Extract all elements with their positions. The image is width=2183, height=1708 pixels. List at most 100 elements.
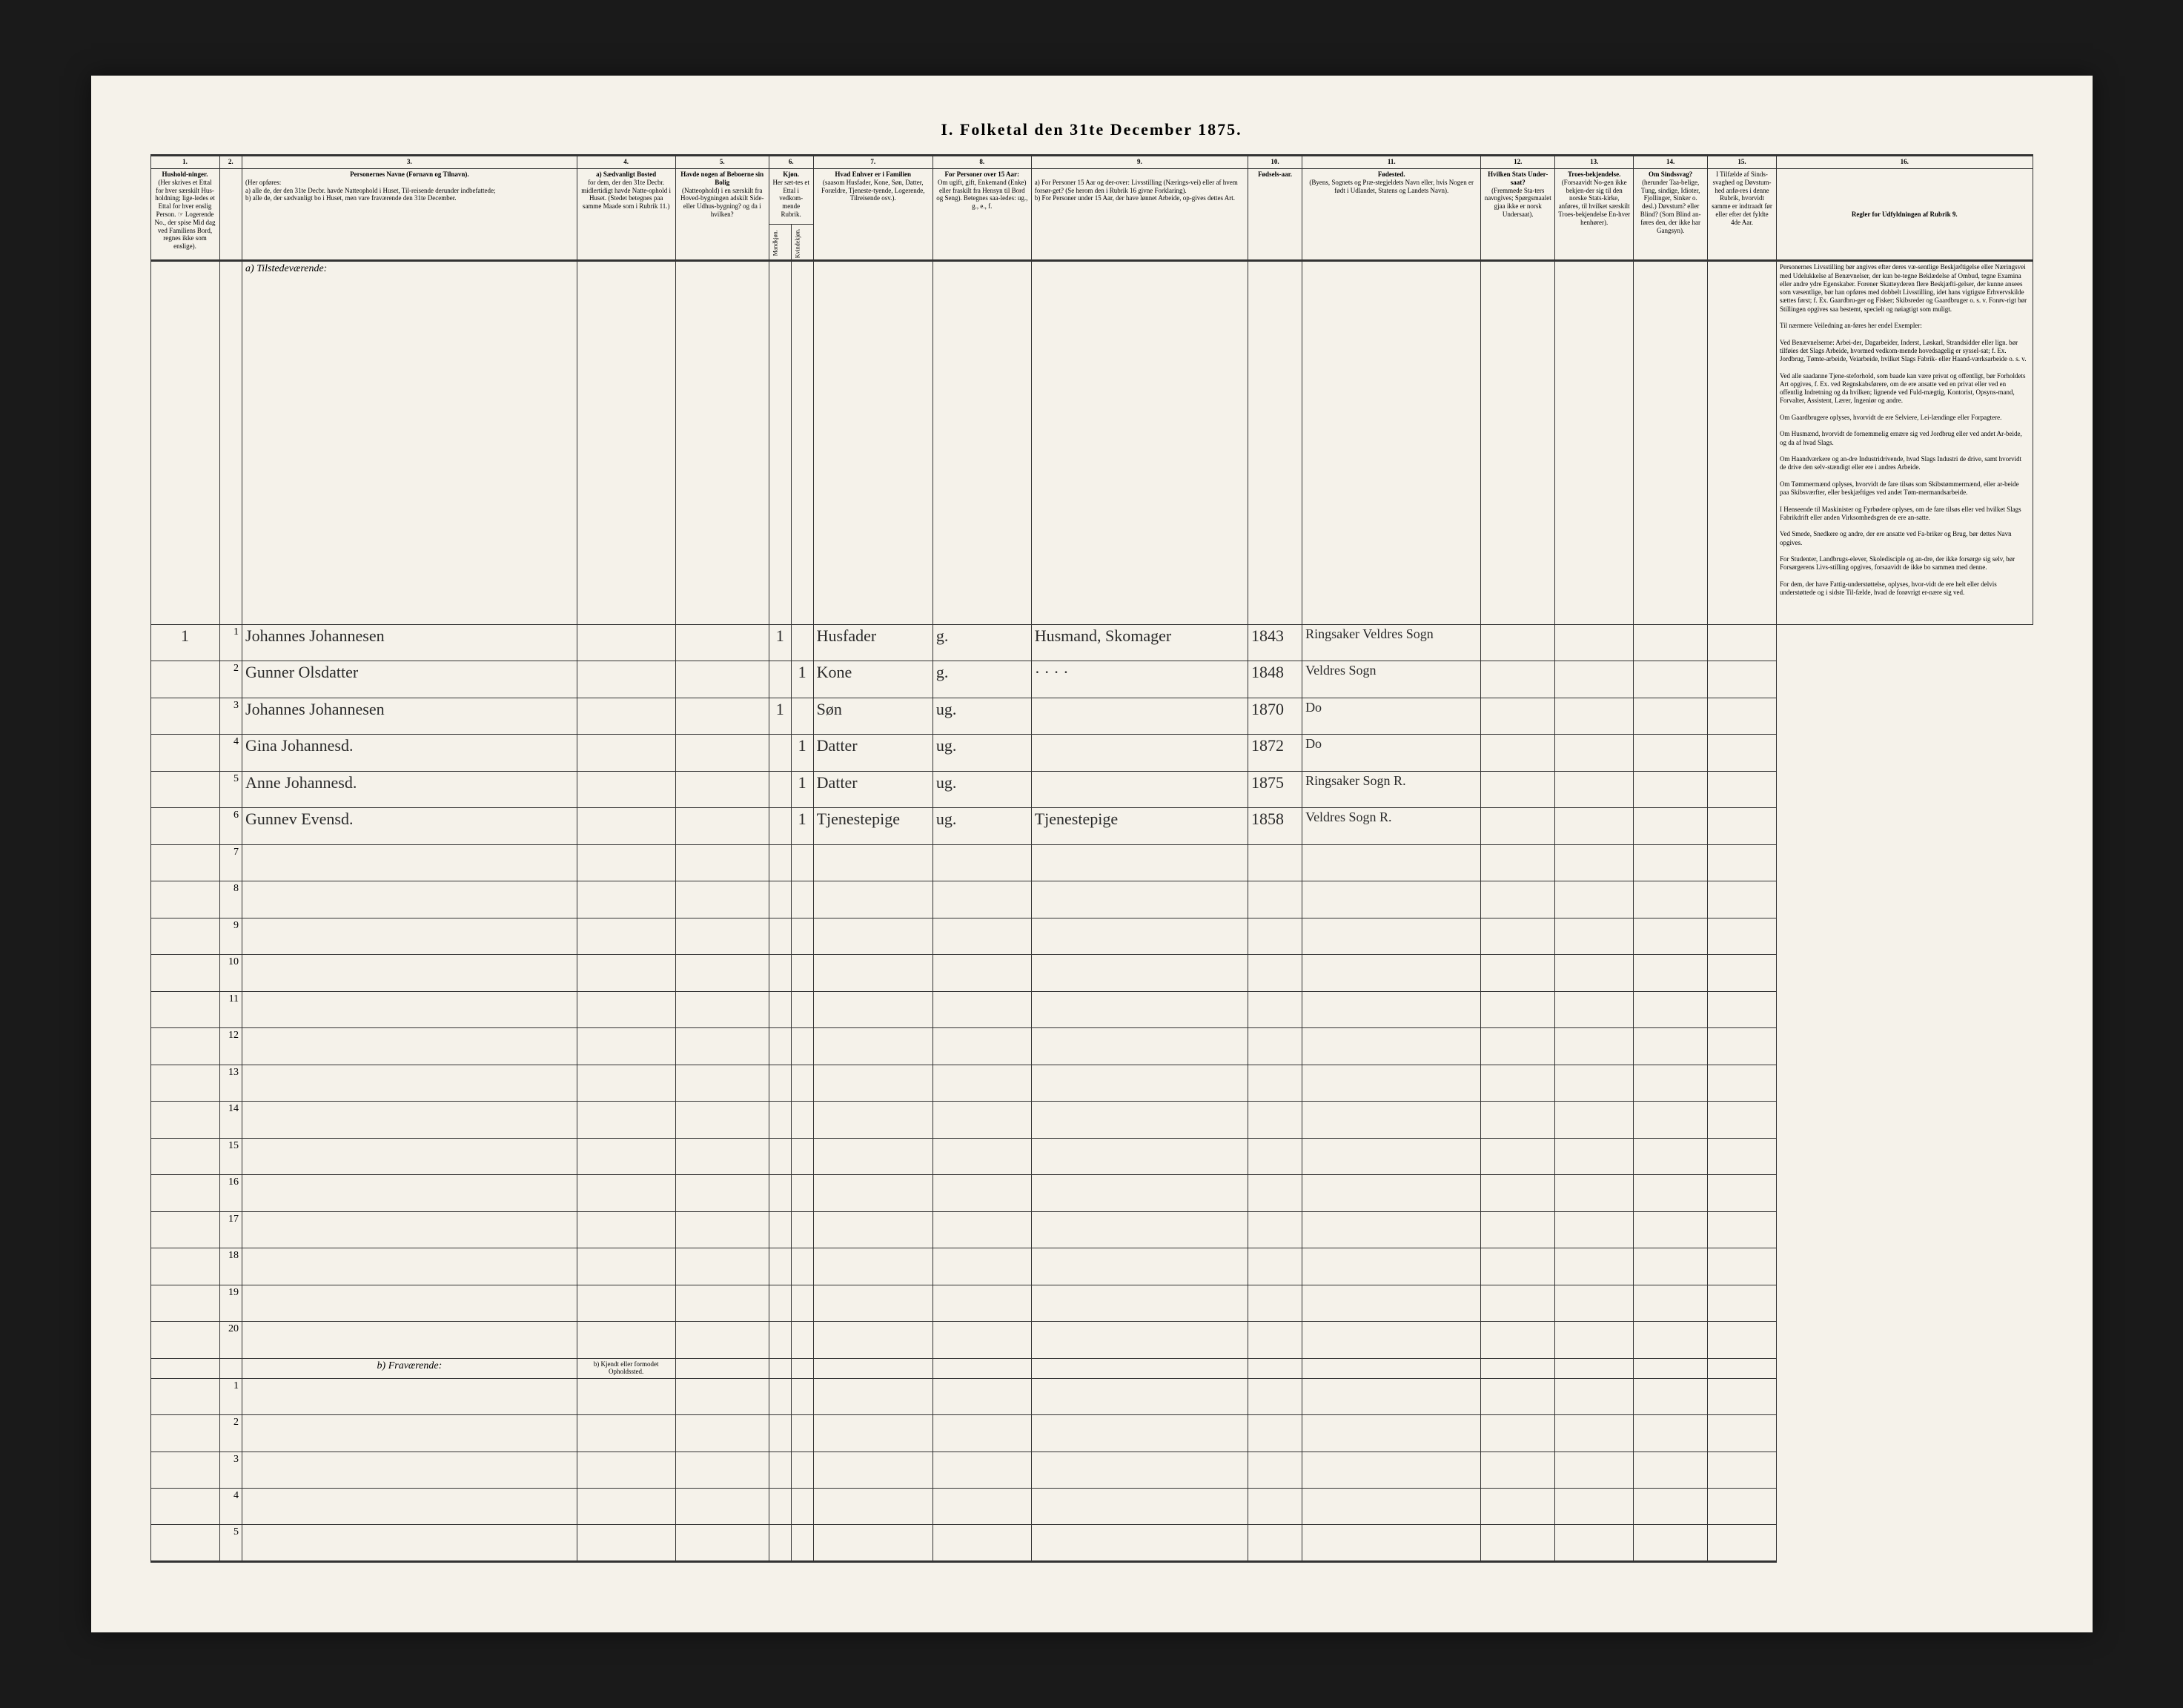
empty-cell [242, 1138, 577, 1174]
table-row: 16 [150, 1175, 2033, 1211]
header-14-label: Om Sindssvag? [1649, 171, 1692, 178]
empty-cell [1248, 1322, 1302, 1359]
empty-cell [1555, 1175, 1634, 1211]
table-row: 5 [150, 1525, 2033, 1562]
empty-cell [675, 1138, 769, 1174]
table-row: 7 [150, 844, 2033, 881]
empty-cell [813, 1065, 933, 1101]
empty-cell [577, 1452, 675, 1488]
cell-birthplace: Do [1302, 735, 1481, 771]
empty-cell [242, 1322, 577, 1359]
table-row: 3 [150, 1452, 2033, 1488]
empty-cell [1555, 1248, 1634, 1285]
cell-c15 [1707, 661, 1776, 698]
empty-cell [813, 1488, 933, 1524]
header-1: Hushold-ninger. (Her skrives et Ettal fo… [150, 169, 219, 261]
empty-cell [1248, 1028, 1302, 1065]
empty-cell [791, 1102, 813, 1138]
header-10-label: Fødsels-aar. [1258, 171, 1292, 178]
header-15-label: I Tilfælde af Sinds-svaghed og Døvstum-h… [1712, 171, 1772, 226]
empty-cell [675, 1102, 769, 1138]
cell-rownum: 19 [219, 1285, 242, 1321]
empty-cell [769, 1488, 791, 1524]
header-3-sub: (Her opføres: a) alle de, der den 31te D… [245, 179, 574, 202]
cell-rownum: 15 [219, 1138, 242, 1174]
cell-year: 1875 [1248, 771, 1302, 807]
cell-name: Gunnev Evensd. [242, 808, 577, 844]
empty-cell [791, 1415, 813, 1452]
header-4-label: a) Sædvanligt Bosted [596, 171, 656, 178]
empty-cell [1481, 1102, 1555, 1138]
empty-cell [242, 1488, 577, 1524]
empty-cell [1555, 1415, 1634, 1452]
cell-birthplace: Do [1302, 698, 1481, 734]
header-14-sub: (herunder Taa-belige, Tung, sindige, Idi… [1640, 179, 1701, 234]
empty-cell [791, 955, 813, 991]
empty-cell [813, 1525, 933, 1562]
empty-cell [933, 1285, 1031, 1321]
cell-birthplace: Ringsaker Veldres Sogn [1302, 624, 1481, 661]
empty-cell [577, 1285, 675, 1321]
header-2 [219, 169, 242, 261]
empty-cell [769, 1138, 791, 1174]
empty-cell [813, 1378, 933, 1414]
header-5-label: Havde nogen af Beboerne sin Bolig [680, 171, 763, 186]
empty-cell [1031, 991, 1248, 1027]
cell-household [150, 735, 219, 771]
cell-c12 [1481, 771, 1555, 807]
cell-c12 [1481, 808, 1555, 844]
empty-cell [1634, 1138, 1708, 1174]
header-10: Fødsels-aar. [1248, 169, 1302, 261]
empty-cell [1248, 1525, 1302, 1562]
empty-cell [1555, 1028, 1634, 1065]
empty-cell [1707, 1175, 1776, 1211]
header-5-sub: (Natteophold) i en særskilt fra Hoved-by… [680, 187, 763, 218]
empty-cell [791, 1211, 813, 1248]
cell-name: Anne Johannesd. [242, 771, 577, 807]
empty-cell [1248, 1285, 1302, 1321]
empty-cell [1634, 918, 1708, 954]
cell-civil: g. [933, 661, 1031, 698]
empty-cell [1707, 1211, 1776, 1248]
empty-cell [1481, 1175, 1555, 1211]
cell-c15 [1707, 698, 1776, 734]
cell-rownum: 3 [219, 1452, 242, 1488]
empty-cell [1634, 1452, 1708, 1488]
empty-cell [1707, 1452, 1776, 1488]
empty-cell [769, 1248, 791, 1285]
table-row: 10 [150, 955, 2033, 991]
cell-rownum: 17 [219, 1211, 242, 1248]
cell-occupation: Husmand, Skomager [1031, 624, 1248, 661]
empty-cell [813, 844, 933, 881]
cell-c5 [675, 735, 769, 771]
cell-female: 1 [791, 735, 813, 771]
empty-cell [1634, 1248, 1708, 1285]
cell-c13 [1555, 661, 1634, 698]
empty-cell [933, 844, 1031, 881]
cell-year: 1848 [1248, 661, 1302, 698]
empty-cell [791, 1322, 813, 1359]
empty-cell [1031, 1175, 1248, 1211]
header-3: Personernes Navne (Fornavn og Tilnavn). … [242, 169, 577, 261]
header-6-label: Kjøn. [783, 171, 799, 178]
empty-cell [1634, 955, 1708, 991]
empty-cell [675, 1285, 769, 1321]
empty-cell [813, 955, 933, 991]
header-6: Kjøn. Her sæt-tes et Ettal i vedkom-mend… [769, 169, 813, 225]
cell-name: Gunner Olsdatter [242, 661, 577, 698]
cell-family: Datter [813, 771, 933, 807]
empty-cell [1634, 1065, 1708, 1101]
empty-cell [1302, 1488, 1481, 1524]
cell-male: 1 [769, 624, 791, 661]
empty-cell [1248, 844, 1302, 881]
cell-c12 [1481, 624, 1555, 661]
empty-cell [1481, 1488, 1555, 1524]
empty-cell [242, 1028, 577, 1065]
empty-cell [675, 1488, 769, 1524]
empty-cell [813, 1102, 933, 1138]
table-row: 2 Gunner Olsdatter 1 Kone g. · · · · 184… [150, 661, 2033, 698]
empty-cell [1481, 1378, 1555, 1414]
empty-cell [1302, 1378, 1481, 1414]
cell-name: Johannes Johannesen [242, 698, 577, 734]
empty-cell [933, 955, 1031, 991]
